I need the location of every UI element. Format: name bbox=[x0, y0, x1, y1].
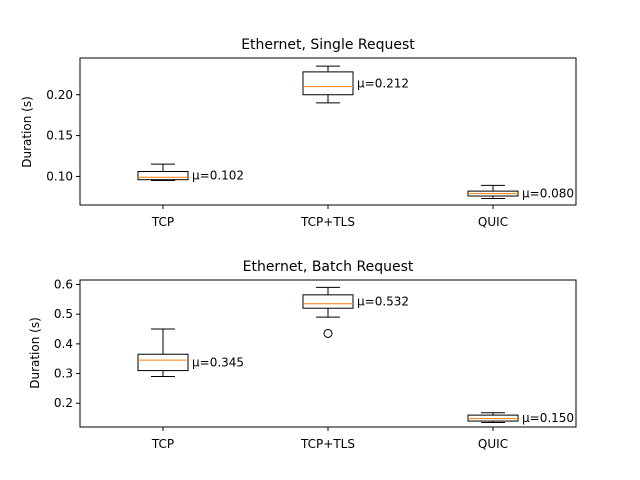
outlier-point bbox=[323, 328, 333, 338]
x-tick-label: QUIC bbox=[478, 437, 508, 451]
y-tick-label: 0.10 bbox=[46, 169, 73, 183]
box-tcp-tls: μ=0.212 bbox=[302, 65, 409, 104]
y-tick-label: 0.3 bbox=[54, 367, 73, 381]
y-ticks: 0.10 0.15 0.20 bbox=[46, 88, 80, 183]
x-tick-label: QUIC bbox=[478, 215, 508, 229]
y-ticks: 0.2 0.3 0.4 0.5 0.6 bbox=[54, 277, 80, 410]
y-axis-label: Duration (s) bbox=[28, 317, 42, 389]
single-request-panel: Ethernet, Single Request Duration (s) 0.… bbox=[20, 37, 577, 229]
boxes: μ=0.345 μ=0.532 μ=0.150 bbox=[137, 286, 574, 425]
box-quic: μ=0.150 bbox=[467, 411, 574, 425]
panel-title: Ethernet, Single Request bbox=[241, 37, 415, 53]
mean-label: μ=0.345 bbox=[192, 355, 244, 369]
y-axis-label: Duration (s) bbox=[20, 96, 34, 168]
plot-frame bbox=[79, 279, 577, 428]
y-tick-label: 0.4 bbox=[54, 337, 73, 351]
iqr-box bbox=[302, 71, 354, 96]
x-tick-label: TCP bbox=[151, 215, 174, 229]
mean-label: μ=0.532 bbox=[357, 295, 409, 309]
iqr-box bbox=[137, 171, 189, 181]
x-tick-label: TCP+TLS bbox=[300, 215, 355, 229]
mean-label: μ=0.212 bbox=[357, 76, 409, 90]
mean-label: μ=0.102 bbox=[192, 169, 244, 183]
x-tick-label: TCP bbox=[151, 437, 174, 451]
x-tick-label: TCP+TLS bbox=[300, 437, 355, 451]
box-tcp: μ=0.102 bbox=[137, 163, 244, 183]
x-ticks: TCP TCP+TLS QUIC bbox=[151, 205, 508, 229]
batch-request-panel: Ethernet, Batch Request Duration (s) 0.2… bbox=[28, 259, 577, 451]
mean-label: μ=0.080 bbox=[522, 187, 574, 201]
y-tick-label: 0.2 bbox=[54, 396, 73, 410]
y-tick-label: 0.6 bbox=[54, 277, 73, 291]
iqr-box bbox=[302, 294, 354, 309]
y-tick-label: 0.20 bbox=[46, 88, 73, 102]
box-quic: μ=0.080 bbox=[467, 184, 574, 201]
x-ticks: TCP TCP+TLS QUIC bbox=[151, 427, 508, 451]
mean-label: μ=0.150 bbox=[522, 411, 574, 425]
y-tick-label: 0.15 bbox=[46, 129, 73, 143]
panel-title: Ethernet, Batch Request bbox=[243, 259, 414, 275]
plot-frame bbox=[79, 57, 577, 206]
iqr-box bbox=[467, 414, 519, 422]
y-tick-label: 0.5 bbox=[54, 307, 73, 321]
boxes: μ=0.102 μ=0.212 μ=0.080 bbox=[137, 65, 574, 201]
iqr-box bbox=[137, 353, 189, 372]
box-tcp-tls: μ=0.532 bbox=[302, 286, 409, 338]
box-tcp: μ=0.345 bbox=[137, 328, 244, 378]
